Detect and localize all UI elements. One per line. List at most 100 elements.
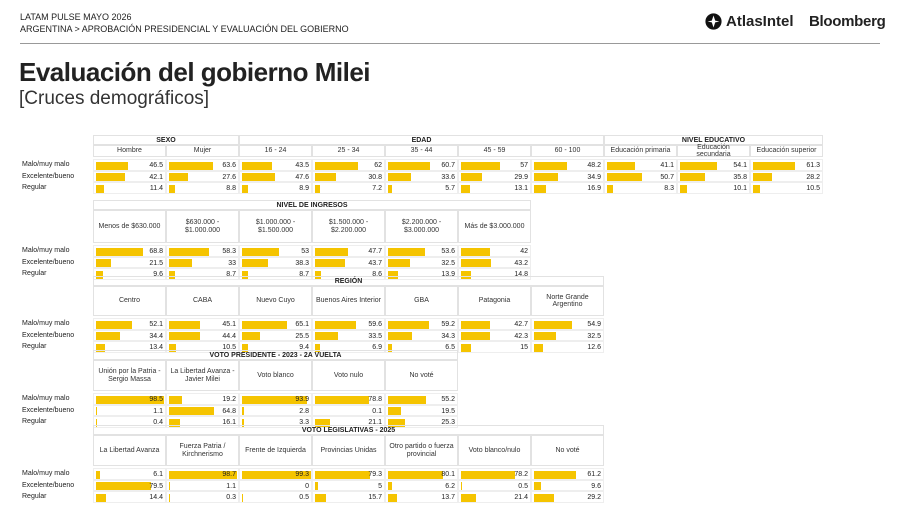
bar-track: [240, 183, 309, 195]
bar: [315, 184, 320, 193]
value-label: 42.7: [514, 321, 528, 328]
data-cell: 10.1: [677, 182, 750, 194]
value-label: 19.2: [222, 396, 236, 403]
value-label: 59.2: [441, 321, 455, 328]
column-header: $1.000.000 - $1.500.000: [239, 210, 312, 243]
data-cell: 60.7: [385, 159, 458, 171]
bar: [169, 270, 175, 279]
data-cell: 5: [312, 479, 385, 493]
bar: [96, 270, 103, 279]
group-header: NIVEL DE INGRESOS: [93, 200, 531, 210]
bar-track: [605, 172, 674, 184]
bar-track: [167, 160, 236, 172]
value-label: 6.1: [153, 471, 163, 478]
column-header: Centro: [93, 286, 166, 316]
bar: [96, 395, 164, 404]
value-label: 0.4: [153, 419, 163, 426]
bar: [388, 395, 427, 404]
bar: [169, 482, 170, 490]
data-cell: 25.5: [239, 329, 312, 341]
bar-track: [313, 417, 382, 429]
bar-track: [240, 492, 309, 504]
value-label: 34.3: [441, 332, 455, 340]
bar: [315, 270, 321, 279]
data-cell: 13.9: [385, 268, 458, 280]
atlas-icon: [705, 13, 722, 30]
value-label: 5: [378, 482, 382, 490]
bar-track: [94, 183, 163, 195]
value-label: 16.1: [222, 419, 236, 426]
data-cell: 13.7: [385, 491, 458, 503]
bar-track: [459, 183, 528, 195]
bar-track: [532, 342, 601, 354]
value-label: 53: [301, 248, 309, 255]
bar-track: [94, 172, 163, 184]
column-header: Educación superior: [750, 145, 823, 157]
bar: [315, 332, 339, 340]
bar-track: [678, 172, 747, 184]
value-label: 21.5: [149, 259, 163, 267]
value-label: 79.3: [368, 471, 382, 478]
value-label: 1.1: [226, 482, 236, 490]
bar-track: [313, 319, 382, 331]
bar-track: [459, 246, 528, 258]
bar: [534, 173, 559, 181]
value-label: 13.1: [514, 185, 528, 192]
value-label: 13.7: [441, 494, 455, 501]
bar-track: [240, 394, 309, 406]
bar: [607, 161, 636, 170]
data-cell: 48.2: [531, 159, 604, 171]
bar-track: [167, 406, 236, 418]
column-header: Mujer: [166, 145, 239, 157]
bar-track: [94, 269, 163, 281]
bar: [461, 247, 490, 256]
column-header: 16 - 24: [239, 145, 312, 157]
bar: [169, 418, 181, 427]
value-label: 10.5: [806, 185, 820, 192]
bar-track: [532, 183, 601, 195]
bar: [169, 343, 177, 352]
title: Evaluación del gobierno Milei: [19, 57, 371, 87]
data-cell: 6.9: [312, 341, 385, 353]
data-cell: 9.6: [531, 479, 604, 491]
bar-track: [94, 319, 163, 331]
bar: [461, 320, 491, 329]
value-label: 15.7: [368, 494, 382, 501]
bar-track: [313, 481, 382, 493]
data-cell: 13.1: [458, 182, 531, 194]
bar-track: [240, 342, 309, 354]
data-cell: 34.9: [531, 170, 604, 182]
data-cell: 99.3: [239, 468, 312, 480]
column-header: Patagonia: [458, 286, 531, 316]
data-cell: 19.5: [385, 404, 458, 416]
value-label: 0.5: [518, 482, 528, 490]
group-header: VOTO LEGISLATIVAS - 2025: [93, 425, 604, 435]
data-cell: 16.9: [531, 182, 604, 194]
value-label: 98.5: [149, 396, 163, 403]
value-label: 1.1: [153, 407, 163, 415]
value-label: 10.5: [222, 344, 236, 351]
data-cell: 54.9: [531, 318, 604, 330]
value-label: 8.9: [299, 185, 309, 192]
row-label: Excelente/bueno: [22, 331, 75, 339]
bar-track: [386, 319, 455, 331]
data-cell: 44.4: [166, 329, 239, 341]
value-label: 45.1: [222, 321, 236, 328]
bar: [96, 247, 144, 256]
column-header: Voto nulo: [312, 360, 385, 391]
value-label: 14.8: [514, 271, 528, 278]
bar: [388, 161, 430, 170]
bar: [242, 270, 248, 279]
bar-track: [167, 469, 238, 481]
bar: [461, 493, 476, 502]
bar: [242, 320, 287, 329]
value-label: 42.3: [514, 332, 528, 340]
bar-track: [313, 160, 382, 172]
value-label: 93.9: [295, 396, 309, 403]
bar: [388, 407, 402, 415]
data-cell: 6.1: [93, 468, 166, 480]
row-label: Excelente/bueno: [22, 258, 75, 266]
bar-track: [459, 331, 528, 343]
data-cell: 63.6: [166, 159, 239, 171]
bar: [388, 493, 398, 502]
